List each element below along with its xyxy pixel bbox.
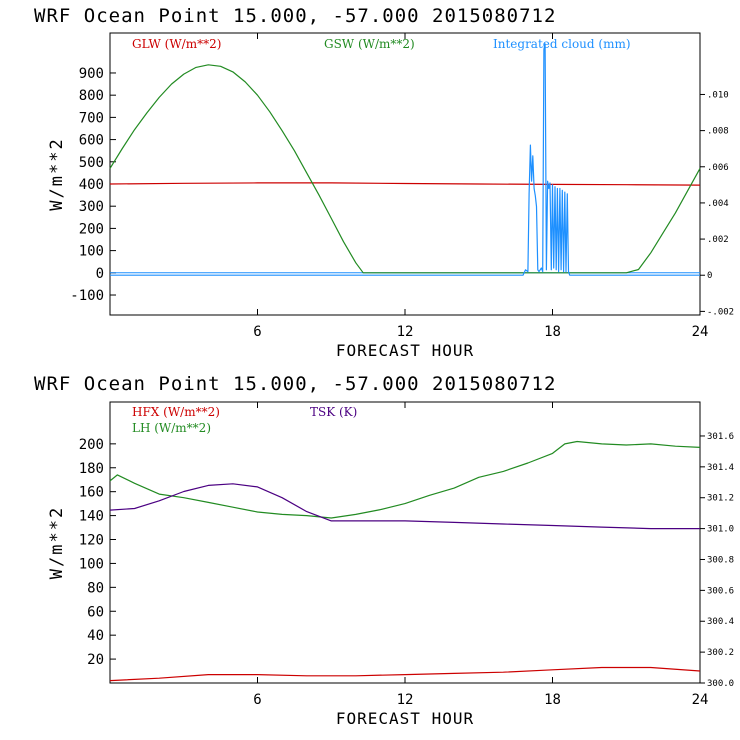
y2-tick-label: 301.2	[707, 494, 734, 504]
legend-entry: HFX (W/m**2)	[132, 405, 220, 419]
y2-tick-label: 301.6	[707, 432, 734, 442]
x-tick-label: 24	[692, 324, 709, 340]
series-line-integrated-cloud	[110, 43, 700, 276]
y2-tick-label: 301.0	[707, 525, 734, 535]
legend-entry: GLW (W/m**2)	[132, 37, 221, 51]
legend-entry: Integrated cloud (mm)	[493, 37, 631, 51]
x-tick-label: 24	[692, 692, 709, 708]
chart-title: WRF Ocean Point 15.000, -57.000 20150807…	[34, 373, 556, 395]
y2-tick-label: .010	[707, 90, 729, 100]
x-tick-label: 6	[253, 324, 261, 340]
y2-tick-label: .004	[707, 199, 729, 209]
series-line-glw	[109, 182, 701, 186]
x-axis-label: FORECAST HOUR	[336, 341, 474, 360]
y2-tick-label: -.002	[707, 307, 734, 317]
y-tick-label: 60	[87, 604, 104, 620]
x-tick-label: 6	[253, 692, 261, 708]
y-tick-label: 700	[79, 110, 104, 126]
y-tick-label: 300	[79, 199, 104, 215]
y2-tick-label: 300.0	[707, 679, 734, 689]
x-tick-label: 18	[544, 692, 561, 708]
y-tick-label: 120	[79, 533, 104, 549]
x-tick-label: 18	[544, 324, 561, 340]
y2-tick-label: .008	[707, 127, 729, 137]
chart-panel-2: WRF Ocean Point 15.000, -57.000 20150807…	[34, 373, 734, 728]
legend-entry: TSK (K)	[310, 405, 357, 419]
y-tick-label: 20	[87, 652, 104, 668]
series-line-lh	[109, 440, 701, 519]
y-tick-label: 100	[79, 556, 104, 572]
legend-entry: LH (W/m**2)	[132, 421, 211, 435]
y-tick-label: 600	[79, 133, 104, 149]
y-tick-label: 180	[79, 461, 104, 477]
legend-entry: GSW (W/m**2)	[324, 37, 415, 51]
y2-tick-label: 301.4	[707, 463, 734, 473]
y-tick-label: 0	[96, 266, 104, 282]
y-tick-label: 160	[79, 485, 104, 501]
y-tick-label: 200	[79, 221, 104, 237]
y-tick-label: 200	[79, 437, 104, 453]
y-tick-label: 100	[79, 244, 104, 260]
y2-tick-label: 300.2	[707, 648, 734, 658]
y-tick-label: 40	[87, 628, 104, 644]
y-tick-label: 900	[79, 66, 104, 82]
x-axis-label: FORECAST HOUR	[336, 709, 474, 728]
chart-title: WRF Ocean Point 15.000, -57.000 20150807…	[34, 5, 556, 27]
y2-tick-label: 300.4	[707, 617, 734, 627]
y2-tick-label: .006	[707, 163, 729, 173]
series-line-gsw	[109, 64, 701, 274]
series-line-hfx	[109, 666, 701, 682]
y-tick-label: 140	[79, 509, 104, 525]
x-tick-label: 12	[397, 692, 414, 708]
y2-tick-label: 300.8	[707, 555, 734, 565]
x-tick-label: 12	[397, 324, 414, 340]
y-axis-label: W/m**2	[47, 137, 67, 210]
y-tick-label: 800	[79, 88, 104, 104]
y-axis-label: W/m**2	[47, 506, 67, 579]
y-tick-label: -100	[70, 288, 104, 304]
y-tick-label: 80	[87, 580, 104, 596]
series-line-tsk	[109, 483, 700, 530]
y2-tick-label: 0	[707, 271, 712, 281]
y2-tick-label: .002	[707, 235, 729, 245]
y2-tick-label: 300.6	[707, 586, 734, 596]
y-tick-label: 400	[79, 177, 104, 193]
y-tick-label: 500	[79, 155, 104, 171]
chart-panel-1: WRF Ocean Point 15.000, -57.000 20150807…	[34, 5, 734, 360]
